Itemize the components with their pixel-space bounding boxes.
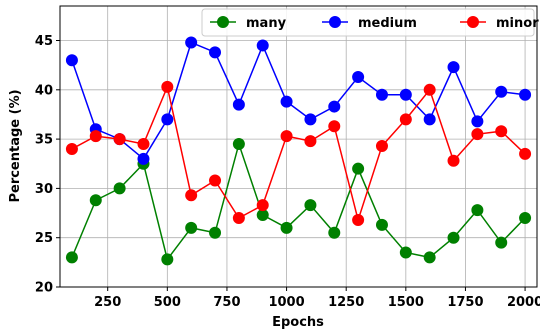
data-point-medium: [423, 113, 436, 126]
data-point-minor: [232, 211, 245, 224]
x-axis-label: Epochs: [272, 315, 324, 330]
data-point-many: [232, 138, 245, 151]
y-tick-label: 30: [35, 182, 53, 197]
data-point-minor: [447, 154, 460, 167]
data-point-minor: [471, 128, 484, 141]
data-point-many: [352, 162, 365, 175]
x-tick-label: 250: [94, 295, 121, 310]
data-point-medium: [161, 113, 174, 126]
x-tick-label: 1250: [328, 295, 364, 310]
x-tick-label: 1500: [388, 295, 424, 310]
legend-label-medium: medium: [358, 16, 417, 31]
data-point-minor: [280, 130, 293, 143]
data-point-minor: [495, 125, 508, 138]
data-point-minor: [519, 147, 532, 160]
data-point-many: [280, 221, 293, 234]
data-point-many: [161, 253, 174, 266]
y-tick-label: 35: [35, 133, 53, 148]
data-point-minor: [375, 140, 388, 153]
legend-marker-many: [217, 16, 229, 28]
data-point-minor: [185, 189, 198, 202]
y-axis: 20 25 30 35 40 45: [35, 34, 60, 296]
data-point-medium: [399, 88, 412, 101]
y-tick-label: 20: [35, 281, 53, 296]
data-point-minor: [328, 120, 341, 133]
data-point-many: [519, 211, 532, 224]
data-point-many: [328, 226, 341, 239]
series-line-medium: [71, 41, 526, 160]
data-point-medium: [137, 152, 150, 165]
data-point-medium: [232, 98, 245, 111]
data-point-many: [113, 182, 126, 195]
data-point-medium: [375, 88, 388, 101]
data-point-medium: [495, 85, 508, 98]
data-point-minor: [89, 130, 102, 143]
data-point-minor: [137, 138, 150, 151]
data-point-many: [209, 226, 222, 239]
legend-marker-medium: [329, 16, 341, 28]
data-point-many: [89, 194, 102, 207]
data-point-many: [304, 199, 317, 212]
data-point-medium: [447, 61, 460, 74]
data-point-medium: [304, 113, 317, 126]
data-point-minor: [209, 174, 222, 187]
data-point-medium: [185, 36, 198, 49]
legend: many medium minor: [201, 8, 539, 37]
data-point-medium: [519, 88, 532, 101]
y-tick-label: 45: [35, 34, 53, 49]
data-point-many: [65, 251, 78, 264]
series-line-minor: [71, 84, 526, 223]
y-tick-label: 25: [35, 231, 53, 246]
x-tick-label: 500: [154, 295, 181, 310]
data-point-minor: [304, 135, 317, 148]
data-point-medium: [328, 100, 341, 113]
data-point-minor: [423, 83, 436, 96]
data-point-medium: [280, 95, 293, 108]
data-point-minor: [65, 142, 78, 155]
data-point-many: [399, 246, 412, 259]
data-point-minor: [352, 213, 365, 226]
data-point-medium: [65, 54, 78, 67]
x-tick-label: 750: [213, 295, 240, 310]
y-tick-label: 40: [35, 83, 53, 98]
legend-marker-minor: [467, 16, 479, 28]
data-point-many: [447, 231, 460, 244]
x-tick-label: 1000: [268, 295, 304, 310]
data-point-many: [256, 209, 269, 222]
series-group: [65, 36, 532, 266]
data-point-many: [471, 204, 484, 217]
data-point-medium: [256, 39, 269, 52]
data-point-many: [185, 221, 198, 234]
data-point-medium: [471, 115, 484, 128]
data-point-minor: [113, 133, 126, 146]
legend-label-minor: minor: [496, 16, 539, 31]
data-point-medium: [352, 70, 365, 83]
data-point-minor: [399, 113, 412, 126]
data-point-many: [423, 251, 436, 264]
data-point-many: [375, 218, 388, 231]
legend-box: [201, 8, 535, 37]
y-axis-label: Percentage (%): [8, 89, 23, 202]
data-point-many: [495, 236, 508, 249]
plot-frame: [59, 5, 538, 288]
data-point-minor: [161, 80, 174, 93]
data-point-minor: [256, 199, 269, 212]
x-tick-label: 2000: [507, 295, 540, 310]
x-axis: 250 500 750 1000 1250 1500 1750 2000: [94, 287, 540, 310]
legend-label-many: many: [246, 16, 287, 31]
x-tick-label: 1750: [447, 295, 483, 310]
data-point-medium: [209, 46, 222, 59]
